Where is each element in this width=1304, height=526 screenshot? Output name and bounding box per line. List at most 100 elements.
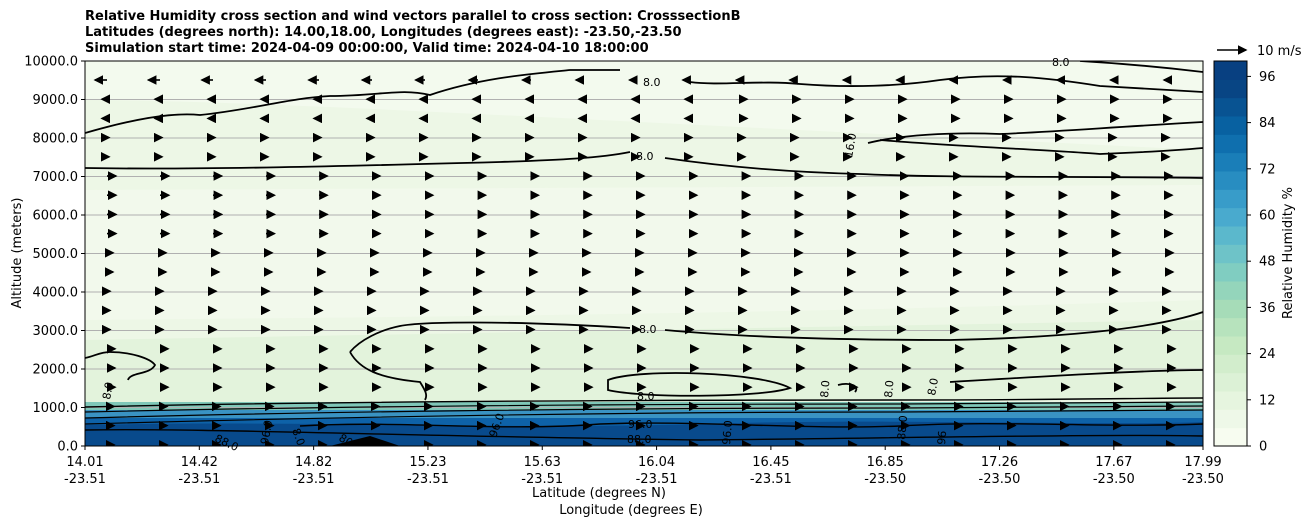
- contour-label: 96: [935, 430, 949, 445]
- contour-8-top-right: [689, 75, 1203, 93]
- x-tick-label-lat: 15.23: [409, 455, 446, 470]
- y-tick-label: 6000.0: [33, 209, 79, 224]
- x-tick-label-lon: -23.51: [636, 472, 678, 487]
- colorbar-label: Relative Humidity %: [1281, 187, 1296, 319]
- colorbar-segment: [1214, 171, 1247, 190]
- colorbar-segment: [1214, 317, 1247, 337]
- contour-8-mid-right: [664, 311, 1203, 341]
- contour-label: 80: [337, 431, 356, 449]
- colorbar-segment: [1214, 61, 1247, 80]
- x-tick-label-lat: 14.01: [66, 455, 103, 470]
- humidity-low-band: [85, 320, 1203, 405]
- colorbar-segment: [1214, 391, 1247, 410]
- contour-label: 96.0: [720, 420, 735, 446]
- x-tick-label-lat: 16.85: [867, 455, 904, 470]
- x-tick-label-lon: -23.51: [178, 472, 220, 487]
- contour-label: 8.0: [925, 377, 941, 396]
- contour-label: 8.0: [882, 380, 896, 399]
- colorbar-segment: [1214, 409, 1247, 429]
- y-tick-label: 10000.0: [24, 55, 78, 70]
- colorbar-segment: [1214, 226, 1247, 245]
- x-tick-label-lon: -23.50: [864, 472, 906, 487]
- y-axis-label: Altitude (meters): [10, 198, 25, 309]
- contour-label: 8.0: [289, 427, 307, 448]
- colorbar-segment: [1214, 427, 1247, 447]
- x-tick-label-lon: -23.51: [64, 472, 106, 487]
- colorbar-segment: [1214, 354, 1247, 374]
- x-tick-label-lat: 17.99: [1184, 455, 1221, 470]
- contour-band-4: [85, 409, 1203, 425]
- y-tick-label: 9000.0: [33, 93, 79, 108]
- colorbar-segment: [1214, 262, 1247, 282]
- y-tick-label: 5000.0: [33, 247, 79, 262]
- y-tick-label: 7000.0: [33, 170, 79, 185]
- y-tick-label: 4000.0: [33, 286, 79, 301]
- colorbar-ticks: 0 12 24 36 48 60 72 84 96: [1247, 70, 1276, 455]
- contour-8-loop: [607, 372, 793, 397]
- x-tick-label-lon: -23.51: [521, 472, 563, 487]
- contour-label: 8.0: [818, 380, 832, 399]
- title-line-1: Relative Humidity cross section and wind…: [85, 9, 741, 24]
- colorbar-segment: [1214, 189, 1247, 209]
- quiver-key: 10 m/s: [1217, 44, 1302, 59]
- x-tick-label-lon: -23.50: [979, 472, 1021, 487]
- y-tick-label: 1000.0: [33, 401, 79, 416]
- x-axis-label-lat: Latitude (degrees N): [532, 486, 666, 501]
- contour-88: [85, 428, 1203, 441]
- y-tick-label: 3000.0: [33, 324, 79, 339]
- contour-8-upper-right: [664, 157, 1203, 179]
- colorbar-segment: [1214, 152, 1247, 172]
- colorbar-segment: [1214, 79, 1247, 99]
- contour-label: 96.0: [628, 418, 653, 431]
- colorbar-segment: [1214, 372, 1247, 392]
- terrain-feature: [330, 436, 400, 446]
- y-tick-label: 0.0: [57, 440, 78, 455]
- colorbar-tick-label: 0: [1259, 440, 1267, 455]
- y-tick-label: 8000.0: [33, 132, 79, 147]
- colorbar-segment: [1214, 299, 1247, 319]
- contour-label: 88.0: [895, 415, 910, 441]
- x-tick-label-lon: -23.50: [1182, 472, 1224, 487]
- contour-label: 8.0: [637, 390, 655, 403]
- x-tick-label-lat: 16.04: [638, 455, 675, 470]
- title-line-2: Latitudes (degrees north): 14.00,18.00, …: [85, 25, 682, 40]
- title-line-3: Simulation start time: 2024-04-09 00:00:…: [85, 41, 649, 56]
- colorbar-segment: [1214, 244, 1247, 264]
- x-tick-label-lon: -23.50: [1093, 472, 1135, 487]
- colorbar-tick-label: 48: [1259, 255, 1276, 270]
- x-axis-label-lon: Longitude (degrees E): [559, 503, 703, 518]
- contour-8-mid: [85, 351, 157, 381]
- humidity-mid-band: [85, 185, 1203, 320]
- colorbar-tick-label: 24: [1259, 347, 1276, 362]
- x-tick-label-lon: -23.51: [750, 472, 792, 487]
- x-tick-label-lat: 16.45: [752, 455, 789, 470]
- colorbar-segment: [1214, 207, 1247, 227]
- y-tick-label: 2000.0: [33, 363, 79, 378]
- colorbar-tick-label: 72: [1259, 162, 1276, 177]
- colorbar-tick-label: 36: [1259, 301, 1276, 316]
- chart-title: Relative Humidity cross section and wind…: [85, 9, 741, 57]
- x-tick-label-lat: 14.42: [181, 455, 218, 470]
- colorbar-segment: [1214, 134, 1247, 154]
- contour-8-right-loop: [949, 369, 1203, 383]
- y-axis: 0.0 1000.0 2000.0 3000.0 4000.0 5000.0 6000.0 7…: [24, 55, 85, 455]
- contour-16-lower: [879, 139, 1203, 155]
- x-tick-label-lat: 15.63: [524, 455, 561, 470]
- colorbar-frame: [1213, 60, 1248, 447]
- colorbar-segment: [1214, 336, 1247, 355]
- x-tick-label-lon: -23.51: [293, 472, 335, 487]
- x-tick-label-lat: 17.67: [1095, 455, 1132, 470]
- contour-label: 8.0: [639, 323, 657, 336]
- contour-8-closed: [349, 351, 428, 401]
- x-tick-label-lat: 14.82: [295, 455, 332, 470]
- x-tick-label-lat: 17.26: [981, 455, 1018, 470]
- quiver-key-label: 10 m/s: [1257, 44, 1302, 59]
- contour-label: 8.0: [1052, 56, 1070, 69]
- colorbar: [1214, 61, 1247, 447]
- x-axis: 14.01 -23.51 14.42 -23.51 14.82 -23.51 15.23 -2…: [64, 446, 1224, 487]
- humidity-gradient-band-2: [85, 410, 1203, 420]
- contour-8-top: [85, 69, 620, 134]
- colorbar-segment: [1214, 281, 1247, 300]
- colorbar-segment: [1214, 116, 1247, 135]
